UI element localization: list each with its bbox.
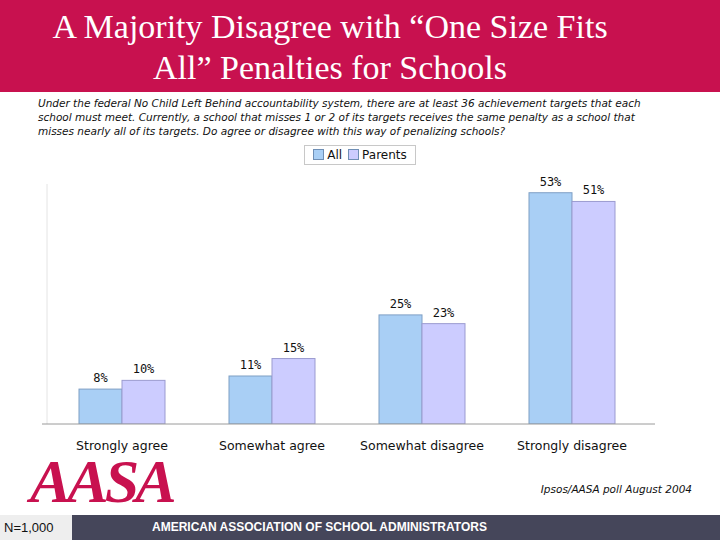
- bar: [122, 380, 165, 424]
- data-label: 10%: [133, 362, 155, 376]
- bar: [272, 359, 315, 424]
- sample-size: N=1,000: [0, 515, 72, 540]
- legend: All Parents: [0, 145, 720, 165]
- bar: [79, 389, 122, 424]
- data-label: 8%: [93, 371, 108, 385]
- organization: AMERICAN ASSOCIATION OF SCHOOL ADMINISTR…: [152, 515, 487, 540]
- data-label: 15%: [283, 341, 305, 355]
- legend-swatch: [348, 149, 359, 160]
- category-label: Somewhat agree: [219, 438, 325, 453]
- legend-label: All: [327, 148, 342, 162]
- data-labels: 8% 11% 25% 53% 10% 15% 23% 51%: [93, 175, 605, 385]
- page: {"chart_data": {"type": "bar", "title": …: [0, 0, 720, 540]
- bar: [229, 376, 272, 424]
- data-label: 23%: [433, 306, 455, 320]
- legend-item: All: [313, 148, 342, 162]
- bar: [379, 315, 422, 424]
- legend-item: Parents: [348, 148, 407, 162]
- y-axis-line: [47, 184, 48, 424]
- legend-label: Parents: [362, 148, 407, 162]
- data-label: 53%: [540, 175, 562, 189]
- source-note: Ipsos/AASA poll August 2004: [541, 483, 692, 495]
- logo: AASA: [30, 448, 173, 514]
- legend-swatch: [313, 149, 324, 160]
- bar: [572, 201, 615, 424]
- data-label: 25%: [390, 297, 412, 311]
- data-label: 51%: [583, 183, 605, 197]
- question-text: Under the federal No Child Left Behind a…: [38, 96, 674, 138]
- title: A Majority Disagree with “One Size Fits …: [50, 6, 610, 88]
- legend-box: All Parents: [304, 145, 416, 165]
- bar: [529, 193, 572, 424]
- data-label: 11%: [240, 358, 262, 372]
- bars: [79, 193, 615, 424]
- category-label: Strongly disagree: [517, 438, 627, 453]
- stage: A Majority Disagree with “One Size Fits …: [0, 0, 720, 540]
- bar: [422, 324, 465, 424]
- baseline: [42, 424, 655, 425]
- category-label: Somewhat disagree: [360, 438, 484, 453]
